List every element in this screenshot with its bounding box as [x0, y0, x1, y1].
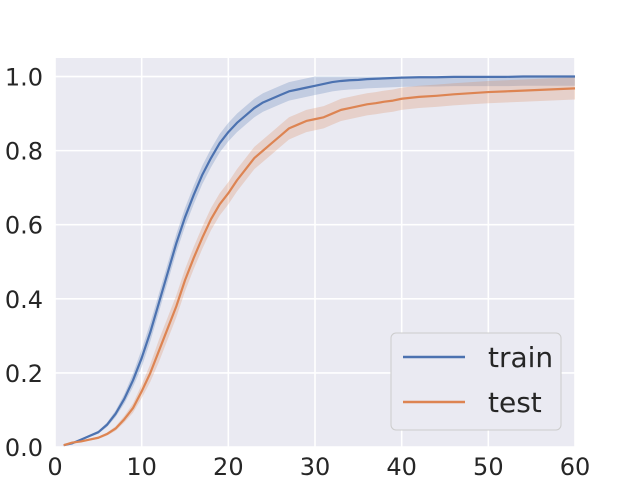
x-tick-label: 30 [300, 453, 331, 480]
y-tick-label: 0.8 [5, 138, 43, 166]
x-tick-label: 10 [126, 453, 157, 480]
y-axis-ticks: 0.0 0.2 0.4 0.6 0.8 1.0 [5, 64, 43, 462]
y-tick-label: 0.0 [5, 434, 43, 462]
y-tick-label: 0.4 [5, 286, 43, 314]
series-line-test [63, 87, 576, 447]
y-tick-label: 0.6 [5, 212, 43, 240]
legend: train test [390, 332, 562, 431]
series-lines [63, 75, 576, 447]
legend-label-train: train [488, 341, 553, 374]
y-tick-label: 1.0 [5, 64, 43, 92]
x-tick-label: 50 [473, 453, 504, 480]
x-axis-ticks: 0 10 20 30 40 50 60 [47, 453, 590, 480]
x-tick-label: 40 [386, 453, 417, 480]
series-line-train [63, 75, 575, 447]
x-tick-label: 60 [560, 453, 591, 480]
x-tick-label: 20 [213, 453, 244, 480]
legend-label-test: test [488, 386, 542, 419]
x-tick-label: 0 [47, 453, 62, 480]
y-tick-label: 0.2 [5, 360, 43, 388]
grid [54, 58, 576, 448]
